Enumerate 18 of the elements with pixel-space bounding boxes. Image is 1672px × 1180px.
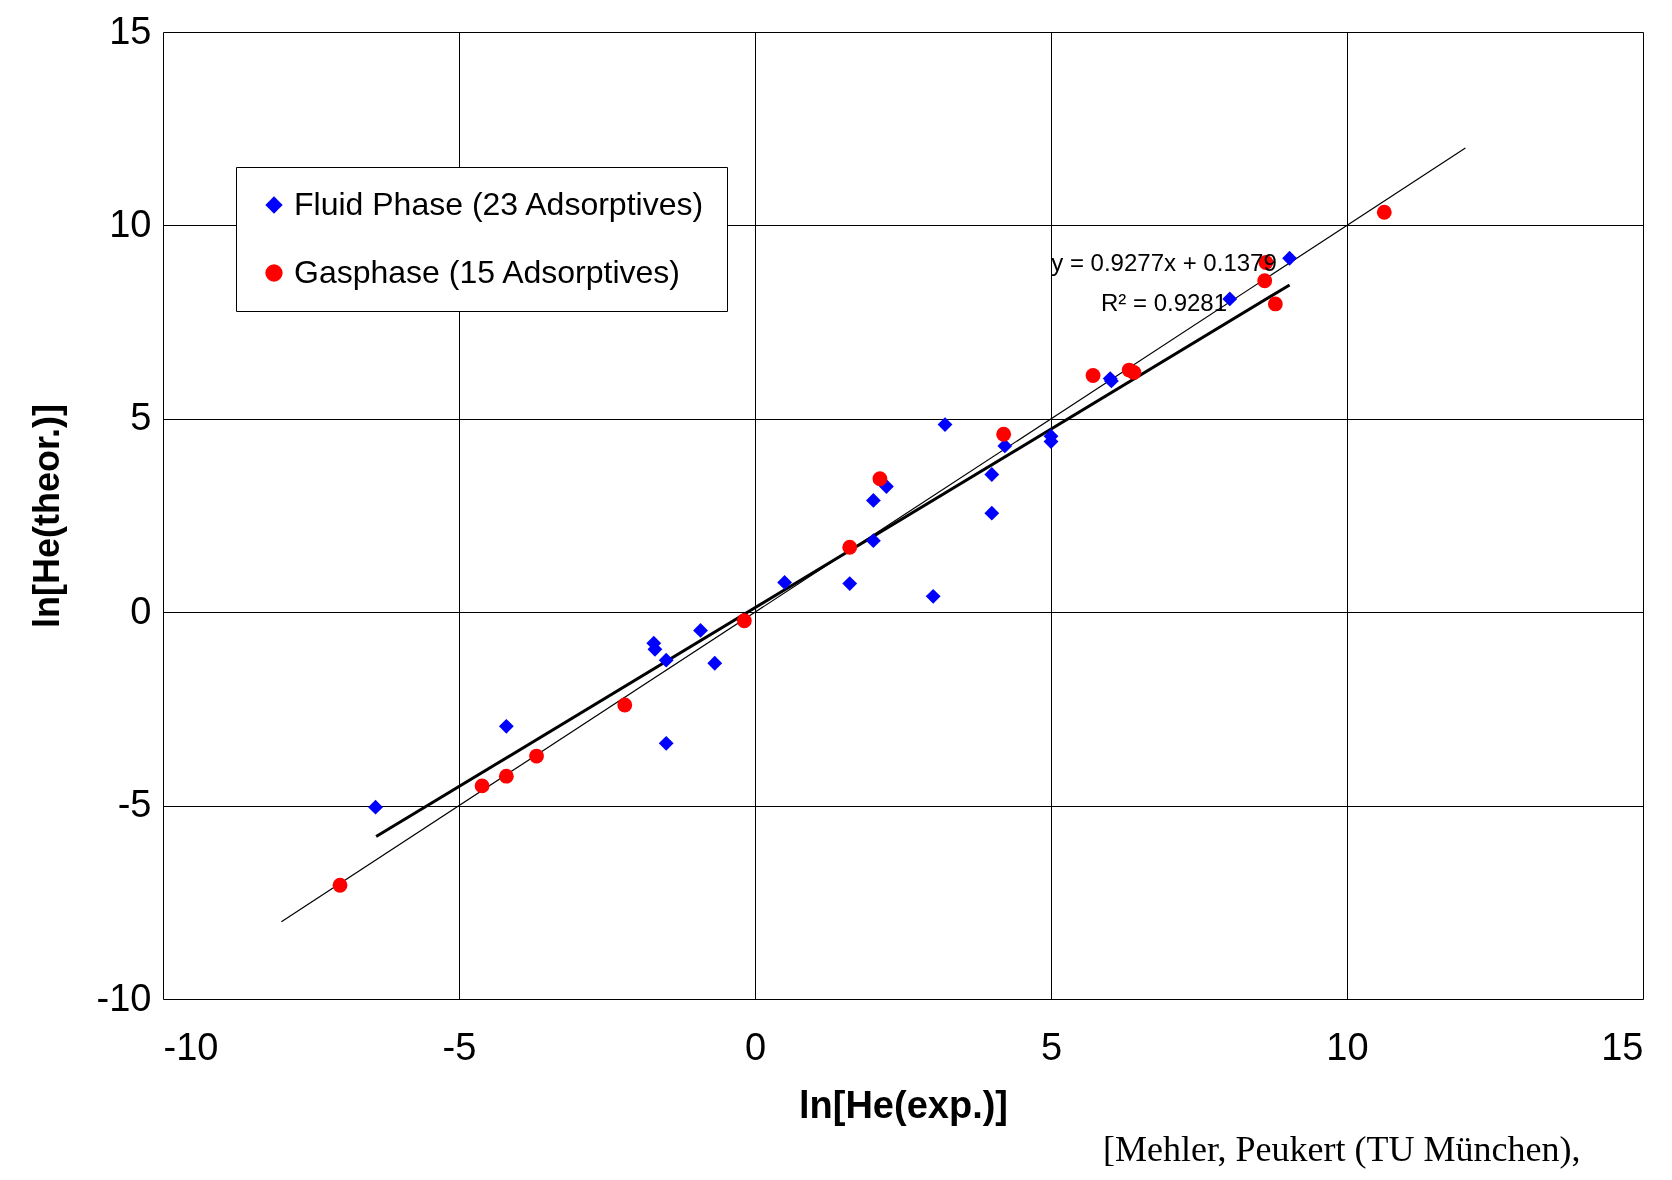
x-tick-label: -5 bbox=[442, 1025, 477, 1068]
y-tick-label: 5 bbox=[130, 396, 152, 439]
x-tick-label: -10 bbox=[163, 1025, 219, 1068]
y-tick-label: -5 bbox=[117, 783, 152, 826]
y-tick-label: -10 bbox=[96, 976, 152, 1019]
x-tick-label: 10 bbox=[1326, 1025, 1369, 1068]
x-tick-label: 15 bbox=[1601, 1025, 1644, 1068]
text: [Mehler, Peukert (TU München), bbox=[1103, 1129, 1581, 1169]
legend-label: Fluid Phase (23 Adsorptives) bbox=[294, 186, 704, 222]
x-tick-label: 5 bbox=[1040, 1025, 1063, 1068]
legend-label: Gasphase (15 Adsorptives) bbox=[294, 254, 680, 290]
y-tick-label: 15 bbox=[109, 9, 152, 52]
x-axis-title: ln[He(exp.)] bbox=[799, 1083, 1008, 1126]
y-tick-label: 0 bbox=[130, 589, 152, 632]
y-axis-title: ln[He(theor.)] bbox=[25, 404, 67, 628]
x-tick-label: 0 bbox=[744, 1025, 767, 1068]
annotation: R² = 0.9281 bbox=[1100, 289, 1228, 316]
y-tick-label: 10 bbox=[109, 202, 152, 245]
